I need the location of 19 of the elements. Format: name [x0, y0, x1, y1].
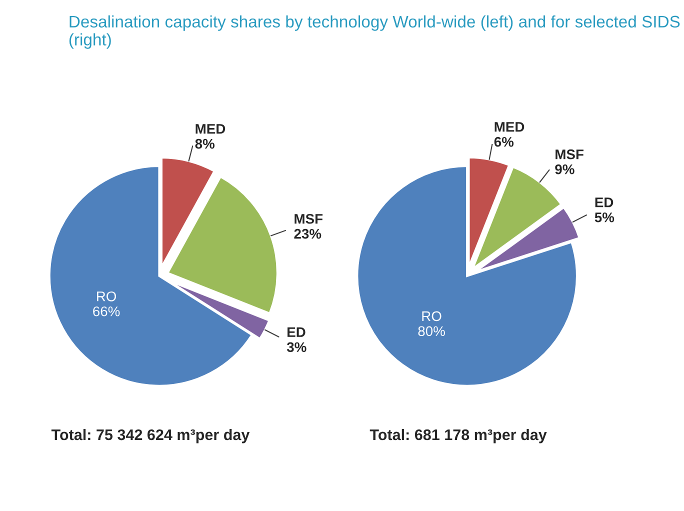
data-label: 8%	[195, 138, 215, 149]
data-label: 3%	[286, 342, 306, 352]
slice-label: ED	[288, 327, 306, 337]
slice-label: MED	[196, 124, 226, 134]
text: Desalination capacity shares by technology World-wide (left) and for selected SIDS (right)	[69, 15, 680, 49]
data-label: 66%	[93, 306, 120, 316]
slice-label: RO	[422, 311, 442, 322]
slice-label: RO	[97, 291, 116, 302]
slice-label: MSF	[294, 214, 323, 224]
slice-label: ED	[595, 198, 614, 208]
data-label: 23%	[294, 228, 322, 239]
data-label: 6%	[494, 136, 514, 147]
slice-label: MED	[494, 122, 524, 132]
data-label: 5%	[594, 212, 614, 222]
slice-label: MSF	[556, 149, 584, 160]
text: Total: 681 178 m³per day	[370, 428, 547, 444]
data-label: 80%	[418, 326, 445, 336]
data-label: 9%	[555, 164, 574, 174]
text: Total: 75 342 624 m³per day	[51, 428, 250, 444]
